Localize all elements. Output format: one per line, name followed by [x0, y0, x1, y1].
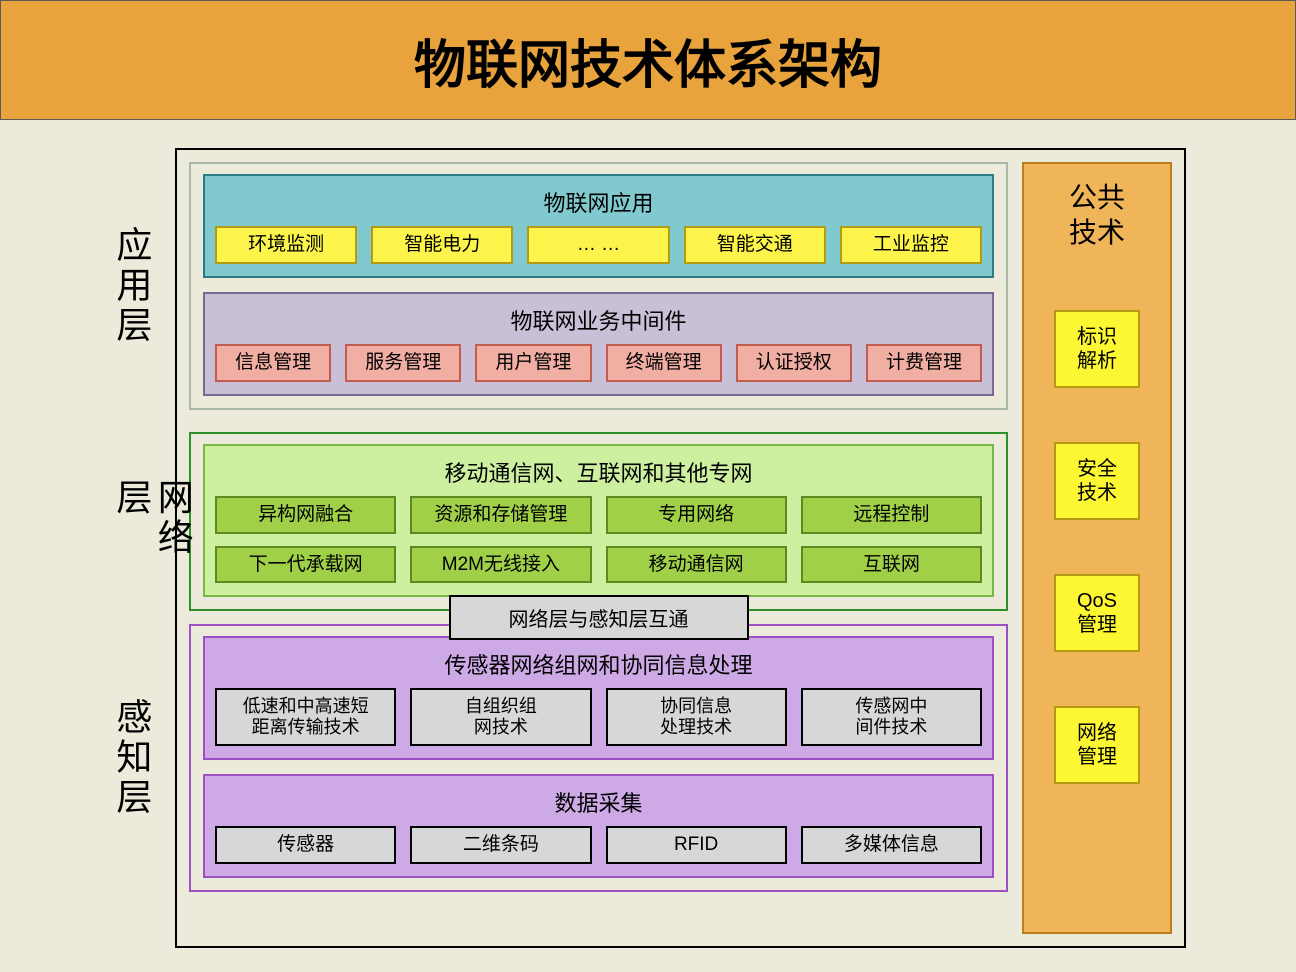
section-middleware: 物联网业务中间件 信息管理 服务管理 用户管理 终端管理 认证授权 计费管理	[203, 292, 994, 396]
chip: 自组织组 网技术	[410, 688, 591, 745]
chip-row: 信息管理 服务管理 用户管理 终端管理 认证授权 计费管理	[215, 344, 982, 382]
layers-stack: 应用层 物联网应用 环境监测 智能电力 … … 智能交通 工业监控 物联网业务中…	[189, 162, 1008, 934]
chip: 传感器	[215, 826, 396, 864]
layer-application: 应用层 物联网应用 环境监测 智能电力 … … 智能交通 工业监控 物联网业务中…	[189, 162, 1008, 410]
chip: 服务管理	[345, 344, 461, 382]
chip: 协同信息 处理技术	[606, 688, 787, 745]
chip: 终端管理	[606, 344, 722, 382]
chip: 下一代承载网	[215, 546, 396, 584]
chip: 异构网融合	[215, 496, 396, 534]
bridge-label: 网络层与感知层互通	[449, 595, 749, 640]
layer-label-network: 网络层	[111, 478, 194, 566]
chip-row: 异构网融合 资源和存储管理 专用网络 远程控制	[215, 496, 982, 534]
right-chip: 网络 管理	[1054, 706, 1140, 784]
common-tech-column: 公共 技术 标识 解析 安全 技术 QoS 管理 网络 管理	[1022, 162, 1172, 934]
chip: RFID	[606, 826, 787, 864]
chip: 用户管理	[475, 344, 591, 382]
section-data-collect: 数据采集 传感器 二维条码 RFID 多媒体信息	[203, 774, 994, 878]
chip: 专用网络	[606, 496, 787, 534]
section-networks: 移动通信网、互联网和其他专网 异构网融合 资源和存储管理 专用网络 远程控制 下…	[203, 444, 994, 598]
chip: 信息管理	[215, 344, 331, 382]
right-chip: 标识 解析	[1054, 310, 1140, 388]
chip: M2M无线接入	[410, 546, 591, 584]
section-iot-apps: 物联网应用 环境监测 智能电力 … … 智能交通 工业监控	[203, 174, 994, 278]
page-title-bar: 物联网技术体系架构	[0, 0, 1296, 120]
chip: 低速和中高速短 距离传输技术	[215, 688, 396, 745]
chip: 传感网中 间件技术	[801, 688, 982, 745]
chip: 二维条码	[410, 826, 591, 864]
right-chip: QoS 管理	[1054, 574, 1140, 652]
layer-network: 网络层 移动通信网、互联网和其他专网 异构网融合 资源和存储管理 专用网络 远程…	[189, 432, 1008, 612]
layer-label-perception: 感知层	[111, 698, 152, 818]
section-title: 数据采集	[215, 782, 982, 826]
layer-label-application: 应用层	[111, 226, 152, 346]
chip: … …	[527, 226, 669, 264]
chip: 远程控制	[801, 496, 982, 534]
layer-perception: 感知层 传感器网络组网和协同信息处理 低速和中高速短 距离传输技术 自组织组 网…	[189, 624, 1008, 891]
section-sensor-net: 传感器网络组网和协同信息处理 低速和中高速短 距离传输技术 自组织组 网技术 协…	[203, 636, 994, 759]
chip-row: 环境监测 智能电力 … … 智能交通 工业监控	[215, 226, 982, 264]
chip: 资源和存储管理	[410, 496, 591, 534]
chip: 工业监控	[840, 226, 982, 264]
chip: 多媒体信息	[801, 826, 982, 864]
chip-row: 下一代承载网 M2M无线接入 移动通信网 互联网	[215, 546, 982, 584]
chip: 互联网	[801, 546, 982, 584]
chip: 移动通信网	[606, 546, 787, 584]
architecture-frame: 应用层 物联网应用 环境监测 智能电力 … … 智能交通 工业监控 物联网业务中…	[175, 148, 1186, 948]
section-title: 物联网业务中间件	[215, 300, 982, 344]
section-title: 传感器网络组网和协同信息处理	[215, 644, 982, 688]
chip-row: 传感器 二维条码 RFID 多媒体信息	[215, 826, 982, 864]
right-chip: 安全 技术	[1054, 442, 1140, 520]
section-title: 移动通信网、互联网和其他专网	[215, 452, 982, 496]
chip: 环境监测	[215, 226, 357, 264]
chip: 智能交通	[684, 226, 826, 264]
common-tech-title: 公共 技术	[1069, 180, 1125, 250]
section-title: 物联网应用	[215, 182, 982, 226]
chip: 计费管理	[866, 344, 982, 382]
chip-row: 低速和中高速短 距离传输技术 自组织组 网技术 协同信息 处理技术 传感网中 间…	[215, 688, 982, 745]
chip: 认证授权	[736, 344, 852, 382]
page-title: 物联网技术体系架构	[414, 23, 882, 98]
chip: 智能电力	[371, 226, 513, 264]
